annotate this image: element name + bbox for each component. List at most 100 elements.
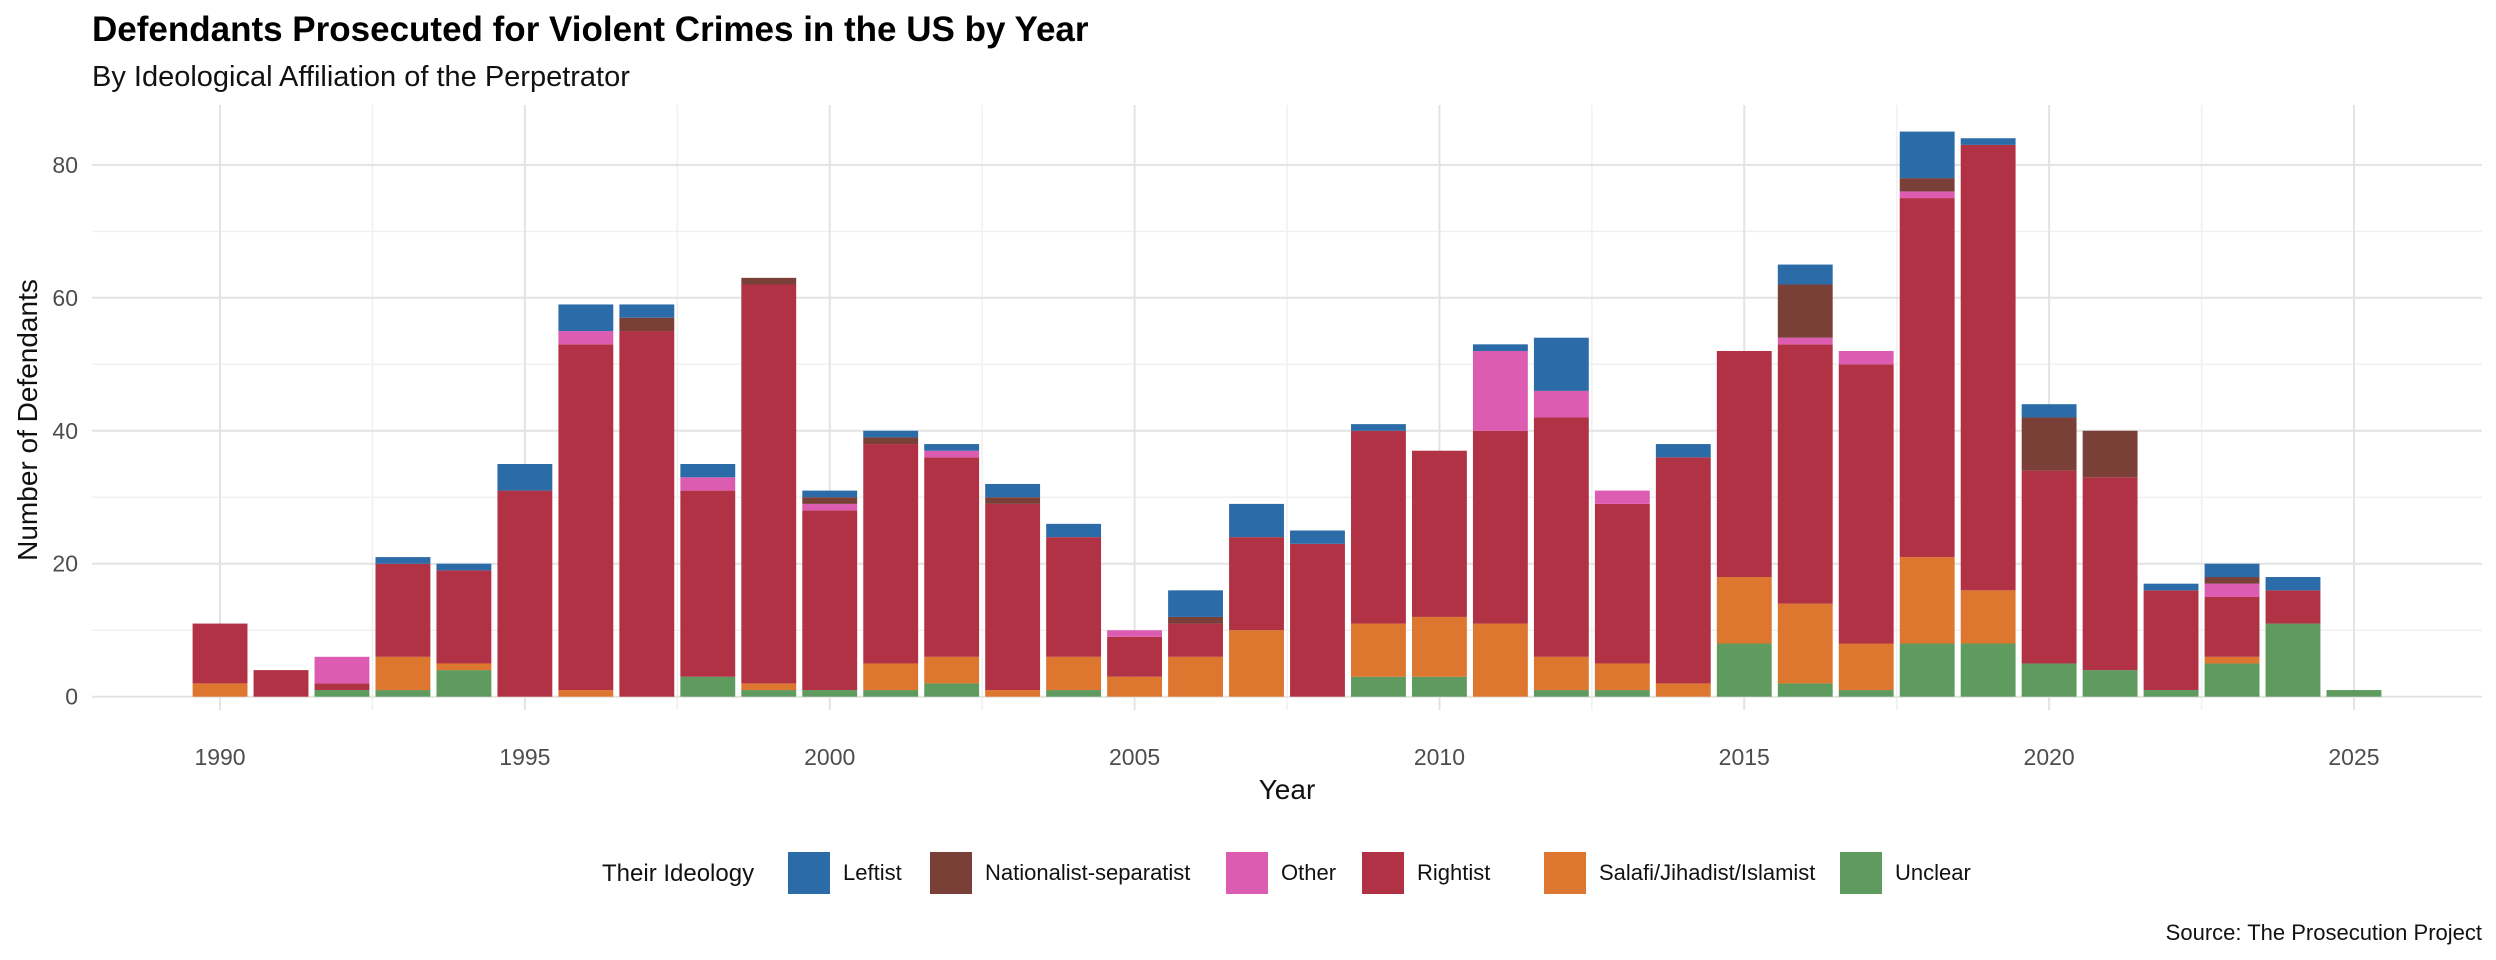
bar-2007-salafi-jihadist-islamist [1229,630,1284,697]
bar-2007-leftist [1229,503,1284,538]
bar-1994-unclear [436,670,492,697]
bar-2018-unclear [1899,643,1955,697]
legend-swatch-nationalist-separatist [930,852,972,894]
bar-2005-salafi-jihadist-islamist [1107,676,1163,697]
bar-2015-salafi-jihadist-islamist [1716,577,1772,644]
bar-2008-rightist [1290,543,1345,697]
bar-1994-salafi-jihadist-islamist [436,663,492,671]
x-tick-label: 1990 [194,744,245,770]
bar-2000-unclear [802,690,858,697]
legend: Their Ideology Leftist Nationalist-separa… [602,852,1971,894]
bar-2023-unclear [2204,663,2260,697]
bar-2003-nationalist-separatist [985,497,1041,504]
bar-1990-salafi-jihadist-islamist [192,683,248,697]
bar-2013-salafi-jihadist-islamist [1594,663,1650,691]
bar-2003-rightist [985,503,1041,691]
bar-2017-unclear [1838,690,1894,697]
bar-2023-other [2204,583,2260,597]
bar-1998-rightist [680,490,736,677]
chart-title: Defendants Prosecuted for Violent Crimes… [92,10,1089,49]
bar-2002-unclear [924,683,980,697]
legend-label-nationalist-separatist: Nationalist-separatist [985,860,1190,885]
bar-2018-rightist [1899,198,1955,558]
y-axis-title: Number of Defendants [12,279,43,561]
bar-2014-salafi-jihadist-islamist [1655,683,1711,697]
bar-2017-rightist [1838,364,1894,644]
chart-subtitle: By Ideological Affiliation of the Perpet… [92,61,630,93]
bar-2016-leftist [1777,264,1833,285]
bar-2004-salafi-jihadist-islamist [1046,656,1102,691]
bar-1993-salafi-jihadist-islamist [375,656,431,691]
bar-1992-rightist [314,683,370,691]
bar-2023-salafi-jihadist-islamist [2204,656,2260,664]
bar-2020-leftist [2021,404,2077,418]
bar-1993-rightist [375,563,431,657]
bar-2015-rightist [1716,350,1772,578]
bar-2000-other [802,503,858,511]
bar-1998-unclear [680,676,736,697]
bar-2004-rightist [1046,537,1102,657]
bar-2016-nationalist-separatist [1777,284,1833,338]
bar-2019-unclear [1960,643,2016,697]
bar-1996-salafi-jihadist-islamist [558,690,614,697]
bar-2023-rightist [2204,596,2260,657]
bar-2016-unclear [1777,683,1833,697]
bar-1990-rightist [192,623,248,684]
x-tick-label: 2025 [2328,744,2379,770]
bar-2010-salafi-jihadist-islamist [1411,616,1467,677]
legend-label-rightist: Rightist [1417,860,1490,885]
bar-2019-leftist [1960,138,2016,145]
bar-2023-leftist [2204,563,2260,578]
bar-2012-other [1533,390,1589,418]
bar-2010-unclear [1411,676,1467,697]
bar-2013-unclear [1594,690,1650,697]
x-tick-label: 2005 [1109,744,1160,770]
bar-2003-leftist [985,483,1041,498]
bar-2001-rightist [863,444,919,664]
bar-2020-rightist [2021,470,2077,664]
legend-label-other: Other [1281,860,1336,885]
bar-2002-leftist [924,444,980,451]
bar-1996-other [558,331,614,345]
bar-1997-leftist [619,304,675,318]
bar-2018-other [1899,191,1955,199]
bar-2001-unclear [863,690,919,697]
bar-2009-unclear [1351,676,1406,697]
legend-label-leftist: Leftist [843,860,902,885]
bar-2024-leftist [2265,577,2321,591]
bar-2010-rightist [1411,450,1467,617]
bar-2020-nationalist-separatist [2021,417,2077,471]
y-tick-label: 0 [65,684,78,710]
bar-2014-rightist [1655,457,1711,684]
bar-2003-salafi-jihadist-islamist [985,690,1041,697]
x-tick-label: 2020 [2024,744,2075,770]
bar-2000-rightist [802,510,858,691]
legend-swatch-salafi-jihadist-islamist [1544,852,1586,894]
bar-2005-rightist [1107,636,1163,677]
bar-2018-salafi-jihadist-islamist [1899,557,1955,644]
x-axis-title: Year [1259,774,1316,805]
bar-1992-other [314,656,370,684]
bar-2004-leftist [1046,523,1102,538]
legend-swatch-leftist [788,852,830,894]
x-tick-label: 2000 [804,744,855,770]
bar-2019-rightist [1960,144,2016,591]
bar-2000-leftist [802,490,858,498]
bar-2011-leftist [1472,344,1528,351]
bar-2011-salafi-jihadist-islamist [1472,623,1528,697]
bar-2025-unclear [2326,690,2382,697]
bar-1993-unclear [375,690,431,697]
y-tick-label: 60 [52,285,78,311]
bar-2021-unclear [2082,670,2138,697]
bar-2006-nationalist-separatist [1168,616,1223,624]
legend-swatch-rightist [1362,852,1404,894]
caption: Source: The Prosecution Project [2166,920,2482,945]
bar-2004-unclear [1046,690,1102,697]
legend-label-salafi-jihadist-islamist: Salafi/Jihadist/Islamist [1599,860,1815,885]
bar-2017-salafi-jihadist-islamist [1838,643,1894,691]
bar-2012-rightist [1533,417,1589,657]
bar-2024-rightist [2265,590,2321,624]
bar-1995-leftist [497,464,553,491]
bar-2022-leftist [2143,583,2199,591]
bar-1995-rightist [497,490,553,697]
